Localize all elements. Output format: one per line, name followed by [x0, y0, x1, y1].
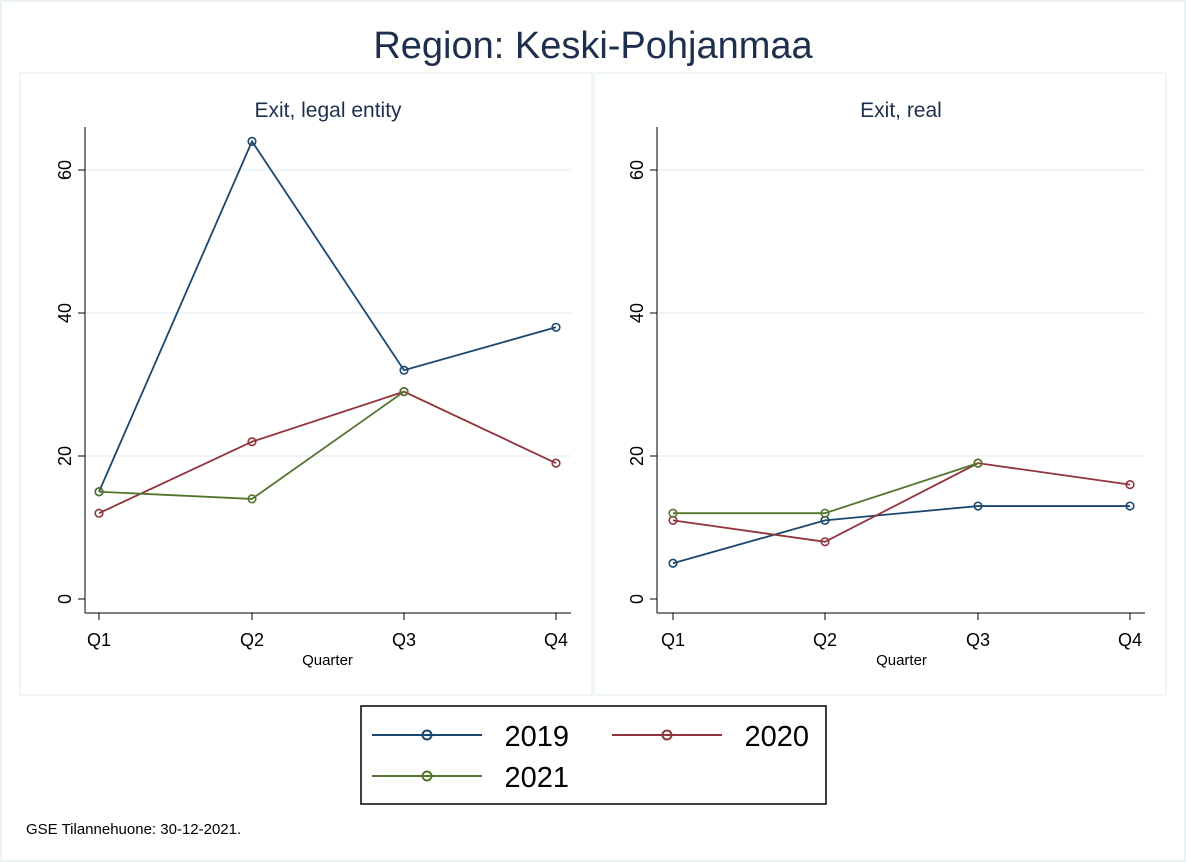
x-axis-label: Quarter — [876, 652, 927, 669]
x-axis-label: Quarter — [302, 652, 353, 669]
legend-label: 2020 — [744, 721, 809, 753]
data-point — [247, 437, 257, 447]
legend-entry-2019: 2019 — [372, 721, 569, 753]
x-tick-label: Q1 — [661, 630, 685, 650]
series-2019 — [668, 501, 1135, 568]
series-line-2020 — [672, 462, 1131, 543]
series-line-2019 — [672, 505, 1130, 565]
data-point — [94, 487, 104, 497]
legend-label: 2021 — [504, 762, 569, 794]
data-point — [247, 494, 257, 504]
panel-frame — [593, 72, 1167, 696]
legend: 2019 2020 2021 — [360, 705, 827, 805]
data-point — [668, 508, 678, 518]
legend-entry-2020: 2020 — [612, 721, 809, 753]
y-tick-label: 0 — [55, 594, 75, 604]
panel-frame — [19, 72, 593, 696]
series-2021 — [668, 458, 983, 518]
legend-marker — [421, 770, 433, 782]
x-tick-label: Q3 — [966, 630, 990, 650]
data-point — [247, 136, 257, 146]
legend-marker — [421, 729, 433, 741]
y-tick-label: 0 — [627, 594, 647, 604]
legend-box — [360, 705, 827, 805]
series-line-2021 — [98, 390, 405, 500]
y-tick-label: 20 — [627, 446, 647, 466]
data-point — [551, 458, 561, 468]
y-tick-label: 60 — [55, 160, 75, 180]
panel-title: Exit, legal entity — [254, 99, 402, 122]
panel-title: Exit, real — [860, 99, 942, 122]
figure-title: Region: Keski-Pohjanmaa — [373, 25, 813, 67]
data-point — [1125, 480, 1135, 490]
series-line-2019 — [98, 139, 557, 493]
data-point — [668, 558, 678, 568]
legend-entry-2021: 2021 — [372, 762, 569, 794]
y-tick-label: 20 — [55, 446, 75, 466]
x-tick-label: Q4 — [544, 630, 568, 650]
x-tick-label: Q4 — [1118, 630, 1142, 650]
data-point — [820, 508, 830, 518]
x-tick-label: Q2 — [240, 630, 264, 650]
series-line-2021 — [673, 462, 979, 515]
legend-marker — [661, 729, 673, 741]
data-point — [551, 322, 561, 332]
data-point — [399, 365, 409, 375]
x-tick-label: Q1 — [87, 630, 111, 650]
data-point — [399, 387, 409, 397]
data-point — [1125, 501, 1135, 511]
data-point — [973, 501, 983, 511]
chart-panel-2: Exit, real 0 20 40 60 Q1 Q2 Q3 Q4 Quarter — [593, 72, 1167, 696]
data-point — [973, 458, 983, 468]
series-line-2020 — [98, 390, 557, 515]
legend-label: 2019 — [504, 721, 569, 753]
y-tick-label: 40 — [55, 303, 75, 323]
footnote: GSE Tilannehuone: 30-12-2021. — [26, 821, 241, 838]
data-point — [94, 508, 104, 518]
y-tick-label: 60 — [627, 160, 647, 180]
x-tick-label: Q3 — [392, 630, 416, 650]
panels: Exit, legal entity 0 20 40 60 Q1 Q2 Q3 Q4 Quarter… — [19, 72, 1167, 696]
data-point — [820, 537, 830, 547]
series-2021 — [94, 387, 409, 504]
y-tick-label: 40 — [627, 303, 647, 323]
x-tick-label: Q2 — [813, 630, 837, 650]
chart-panel-1: Exit, legal entity 0 20 40 60 Q1 Q2 Q3 Q4 Quarter — [19, 72, 593, 696]
